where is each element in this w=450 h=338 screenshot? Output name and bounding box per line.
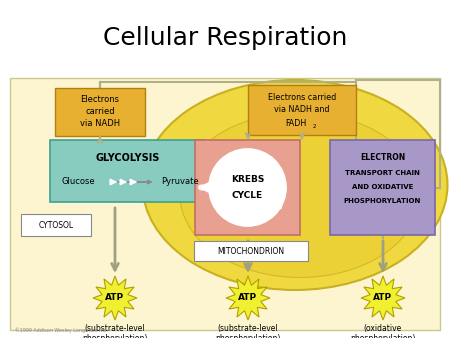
Text: FADH: FADH [285, 119, 306, 127]
FancyBboxPatch shape [194, 241, 308, 261]
FancyBboxPatch shape [10, 78, 440, 330]
FancyBboxPatch shape [50, 140, 205, 202]
Text: 2: 2 [312, 123, 316, 128]
Text: Electrons carried: Electrons carried [268, 93, 336, 101]
Text: Glucose: Glucose [61, 177, 95, 187]
Polygon shape [93, 276, 137, 320]
FancyBboxPatch shape [248, 85, 356, 135]
Text: phosphorylation): phosphorylation) [215, 334, 281, 338]
Text: AND OXIDATIVE: AND OXIDATIVE [352, 184, 413, 190]
Text: CYTOSOL: CYTOSOL [38, 220, 73, 230]
Polygon shape [361, 276, 405, 320]
FancyBboxPatch shape [21, 214, 91, 236]
Text: ©1999 Addison Wesley Longman, Inc.: ©1999 Addison Wesley Longman, Inc. [15, 327, 108, 333]
Text: KREBS: KREBS [231, 175, 264, 184]
Text: phosphorylation): phosphorylation) [82, 334, 148, 338]
Text: carried: carried [85, 107, 115, 117]
Text: Cellular Respiration: Cellular Respiration [103, 26, 347, 50]
Text: ATP: ATP [105, 293, 125, 303]
FancyBboxPatch shape [330, 140, 435, 235]
Text: GLYCOLYSIS: GLYCOLYSIS [95, 153, 160, 163]
Text: ATP: ATP [238, 293, 257, 303]
Text: ATP: ATP [374, 293, 392, 303]
Text: PHOSPHORYLATION: PHOSPHORYLATION [344, 198, 421, 204]
Polygon shape [226, 276, 270, 320]
Text: (substrate-level: (substrate-level [218, 324, 278, 333]
Text: via NADH: via NADH [80, 120, 120, 128]
Text: MITOCHONDRION: MITOCHONDRION [217, 246, 284, 256]
Text: Pyruvate: Pyruvate [161, 177, 199, 187]
FancyBboxPatch shape [195, 140, 300, 235]
Text: (oxidative: (oxidative [364, 324, 402, 333]
Text: via NADH and: via NADH and [274, 105, 330, 115]
Ellipse shape [143, 80, 447, 290]
FancyBboxPatch shape [55, 88, 145, 136]
Text: CYCLE: CYCLE [232, 191, 263, 200]
Text: phosphorylation): phosphorylation) [350, 334, 416, 338]
Circle shape [210, 149, 285, 225]
Ellipse shape [180, 113, 420, 277]
Text: TRANSPORT CHAIN: TRANSPORT CHAIN [345, 170, 420, 176]
Text: ELECTRON: ELECTRON [360, 153, 405, 163]
Text: (substrate-level: (substrate-level [85, 324, 145, 333]
Text: Electrons: Electrons [81, 96, 120, 104]
